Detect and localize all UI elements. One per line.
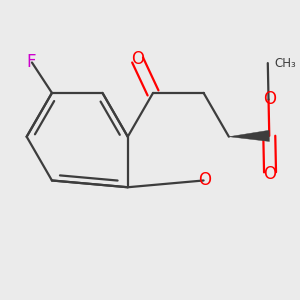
Text: CH₃: CH₃ [274, 57, 296, 70]
Text: O: O [131, 50, 144, 68]
Text: O: O [263, 90, 276, 108]
Polygon shape [229, 130, 269, 142]
Text: O: O [198, 172, 212, 190]
Text: F: F [26, 53, 35, 71]
Text: O: O [263, 165, 277, 183]
